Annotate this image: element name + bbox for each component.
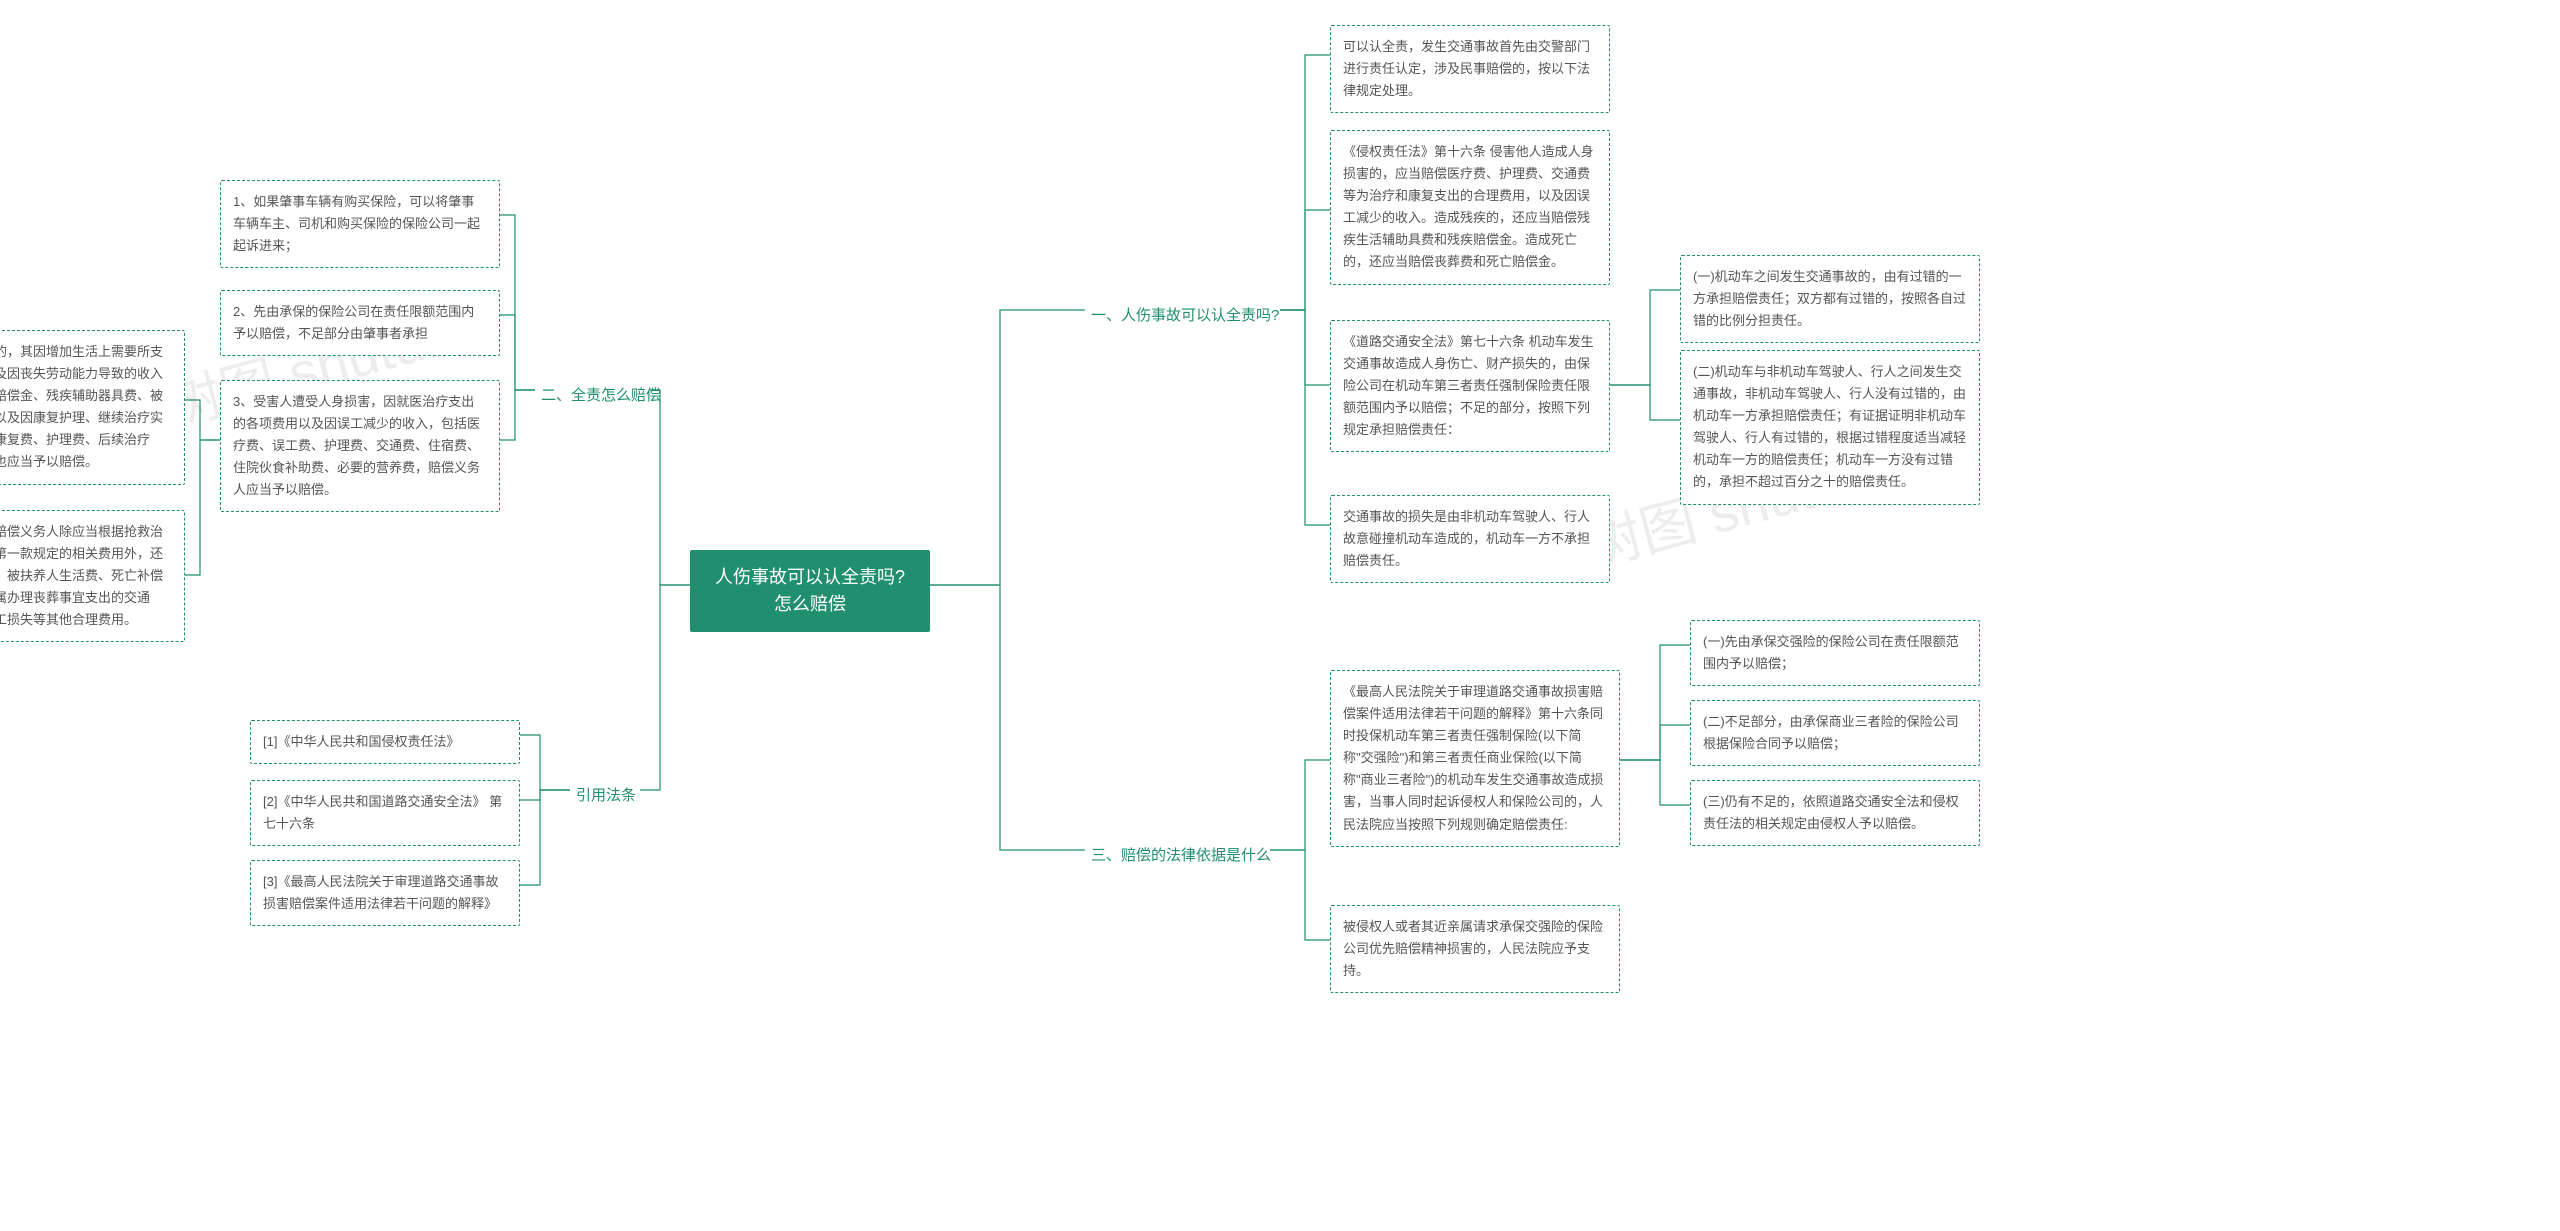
leaf-b2-3-c2: 受害人死亡的，赔偿义务人除应当根据抢救治疗情况赔偿本条第一款规定的相关费用外，还… [0, 510, 185, 642]
leaf-b1-3-c1: (一)机动车之间发生交通事故的，由有过错的一方承担赔偿责任；双方都有过错的，按照… [1680, 255, 1980, 343]
leaf-b2-3: 3、受害人遭受人身损害，因就医治疗支出的各项费用以及因误工减少的收入，包括医疗费… [220, 380, 500, 512]
branch-3-label: 三、赔偿的法律依据是什么 [1085, 840, 1277, 869]
leaf-b1-1: 可以认全责，发生交通事故首先由交警部门进行责任认定，涉及民事赔偿的，按以下法律规… [1330, 25, 1610, 113]
leaf-b3-1-c1: (一)先由承保交强险的保险公司在责任限额范围内予以赔偿； [1690, 620, 1980, 686]
leaf-b2-2: 2、先由承保的保险公司在责任限额范围内予以赔偿，不足部分由肇事者承担 [220, 290, 500, 356]
leaf-b3-1-c2: (二)不足部分，由承保商业三者险的保险公司根据保险合同予以赔偿； [1690, 700, 1980, 766]
leaf-b2-1: 1、如果肇事车辆有购买保险，可以将肇事车辆车主、司机和购买保险的保险公司一起起诉… [220, 180, 500, 268]
branch-2-label: 二、全责怎么赔偿 [535, 380, 667, 409]
leaf-b3-2: 被侵权人或者其近亲属请求承保交强险的保险公司优先赔偿精神损害的，人民法院应予支持… [1330, 905, 1620, 993]
leaf-b1-2: 《侵权责任法》第十六条 侵害他人造成人身损害的，应当赔偿医疗费、护理费、交通费等… [1330, 130, 1610, 285]
leaf-b1-3: 《道路交通安全法》第七十六条 机动车发生交通事故造成人身伤亡、财产损失的，由保险… [1330, 320, 1610, 452]
leaf-b4-1: [1]《中华人民共和国侵权责任法》 [250, 720, 520, 764]
branch-1-label: 一、人伤事故可以认全责吗? [1085, 300, 1285, 329]
leaf-b4-3: [3]《最高人民法院关于审理道路交通事故损害赔偿案件适用法律若干问题的解释》 [250, 860, 520, 926]
center-node: 人伤事故可以认全责吗?怎么赔偿 [690, 550, 930, 632]
branch-4-label: 引用法条 [570, 780, 642, 809]
leaf-b1-4: 交通事故的损失是由非机动车驾驶人、行人故意碰撞机动车造成的，机动车一方不承担赔偿… [1330, 495, 1610, 583]
leaf-b2-3-c1: 受害人因伤致残的，其因增加生活上需要所支出的必要费用以及因丧失劳动能力导致的收入… [0, 330, 185, 485]
leaf-b1-3-c2: (二)机动车与非机动车驾驶人、行人之间发生交通事故，非机动车驾驶人、行人没有过错… [1680, 350, 1980, 505]
leaf-b3-1-c3: (三)仍有不足的，依照道路交通安全法和侵权责任法的相关规定由侵权人予以赔偿。 [1690, 780, 1980, 846]
leaf-b4-2: [2]《中华人民共和国道路交通安全法》 第七十六条 [250, 780, 520, 846]
leaf-b3-1: 《最高人民法院关于审理道路交通事故损害赔偿案件适用法律若干问题的解释》第十六条同… [1330, 670, 1620, 847]
